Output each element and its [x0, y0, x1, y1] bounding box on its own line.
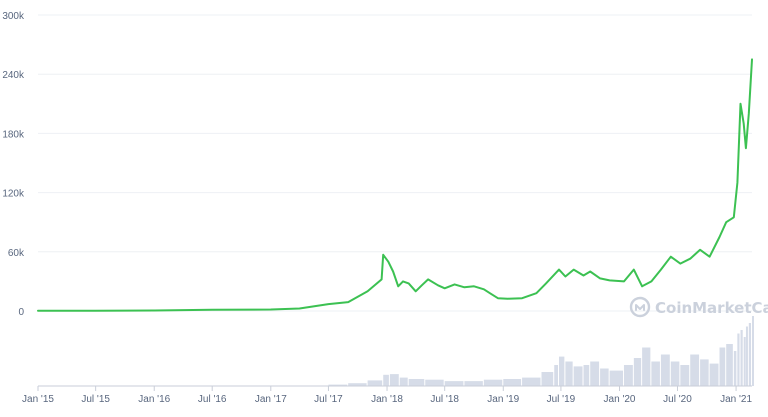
volume-bar [651, 361, 660, 386]
volume-bar [348, 383, 367, 386]
volume-bar [623, 365, 633, 386]
volume-bar [408, 379, 425, 386]
volume-bar [670, 361, 680, 386]
volume-bar [748, 323, 751, 386]
volume-bar [573, 366, 583, 386]
volume-bar [680, 365, 690, 386]
watermark-brand-text: CoinMarketCap [655, 299, 768, 317]
volume-bar [733, 351, 737, 386]
x-tick-label: Jan '17 [255, 394, 287, 405]
x-tick-label: Jan '19 [487, 394, 519, 405]
x-tick-label: Jul '18 [430, 394, 459, 405]
volume-bar [559, 356, 565, 386]
x-tick-label: Jul '16 [198, 394, 227, 405]
x-tick-label: Jul '15 [81, 394, 110, 405]
volume-bar [642, 347, 651, 386]
y-tick-label: 300k [2, 11, 25, 22]
volume-bar [719, 347, 726, 386]
x-axis: Jan '15 Jul '15 Jan '16 Jul '16 Jan '17 Jul '… [22, 385, 752, 405]
volume-bar [444, 381, 464, 386]
x-tick-label: Jul '19 [547, 394, 576, 405]
x-tick-label: Jul '17 [314, 394, 343, 405]
volume-bar [399, 377, 408, 386]
x-tick-label: Jul '20 [663, 394, 692, 405]
volume-bars [328, 316, 754, 386]
volume-bar [522, 377, 541, 386]
y-axis: 0 60k 120k 180k 240k 300k [2, 11, 25, 318]
volume-bar [752, 316, 754, 386]
volume-bar [389, 374, 399, 386]
y-tick-label: 180k [2, 129, 25, 140]
volume-bar [541, 372, 554, 386]
volume-bar [709, 363, 719, 386]
volume-bar [328, 384, 348, 386]
volume-bar [740, 330, 743, 386]
x-tick-label: Jan '15 [22, 394, 54, 405]
y-tick-label: 120k [2, 189, 25, 200]
watermark: CoinMarketCap [629, 296, 768, 318]
volume-bar [726, 344, 733, 386]
volume-bar [633, 358, 642, 386]
price-line [37, 58, 753, 312]
volume-bar [745, 326, 748, 386]
x-tick-label: Jan '20 [604, 394, 636, 405]
volume-bar [743, 337, 746, 386]
volume-bar [425, 379, 444, 386]
y-tick-label: 0 [18, 307, 24, 318]
volume-bar [609, 370, 623, 386]
x-tick-label: Jan '18 [371, 394, 403, 405]
volume-bar [483, 379, 503, 386]
volume-bar [554, 365, 559, 386]
volume-bar [737, 333, 740, 386]
grid-lines [38, 14, 752, 312]
volume-bar [700, 359, 709, 386]
volume-bar [583, 365, 590, 386]
x-tick-label: Jan '21 [720, 394, 752, 405]
y-tick-label: 60k [8, 248, 25, 259]
x-tick-label: Jan '16 [138, 394, 170, 405]
volume-bar [367, 380, 383, 386]
price-series [37, 58, 753, 312]
y-tick-label: 240k [2, 70, 25, 81]
coinmarketcap-logo-icon [629, 296, 651, 318]
volume-bar [600, 368, 609, 386]
volume-bar [660, 354, 670, 386]
volume-bar [383, 374, 389, 386]
volume-bar [590, 361, 600, 386]
volume-bar [464, 381, 483, 386]
volume-bar [503, 379, 522, 386]
volume-bar [690, 354, 700, 386]
volume-bar [565, 361, 573, 386]
